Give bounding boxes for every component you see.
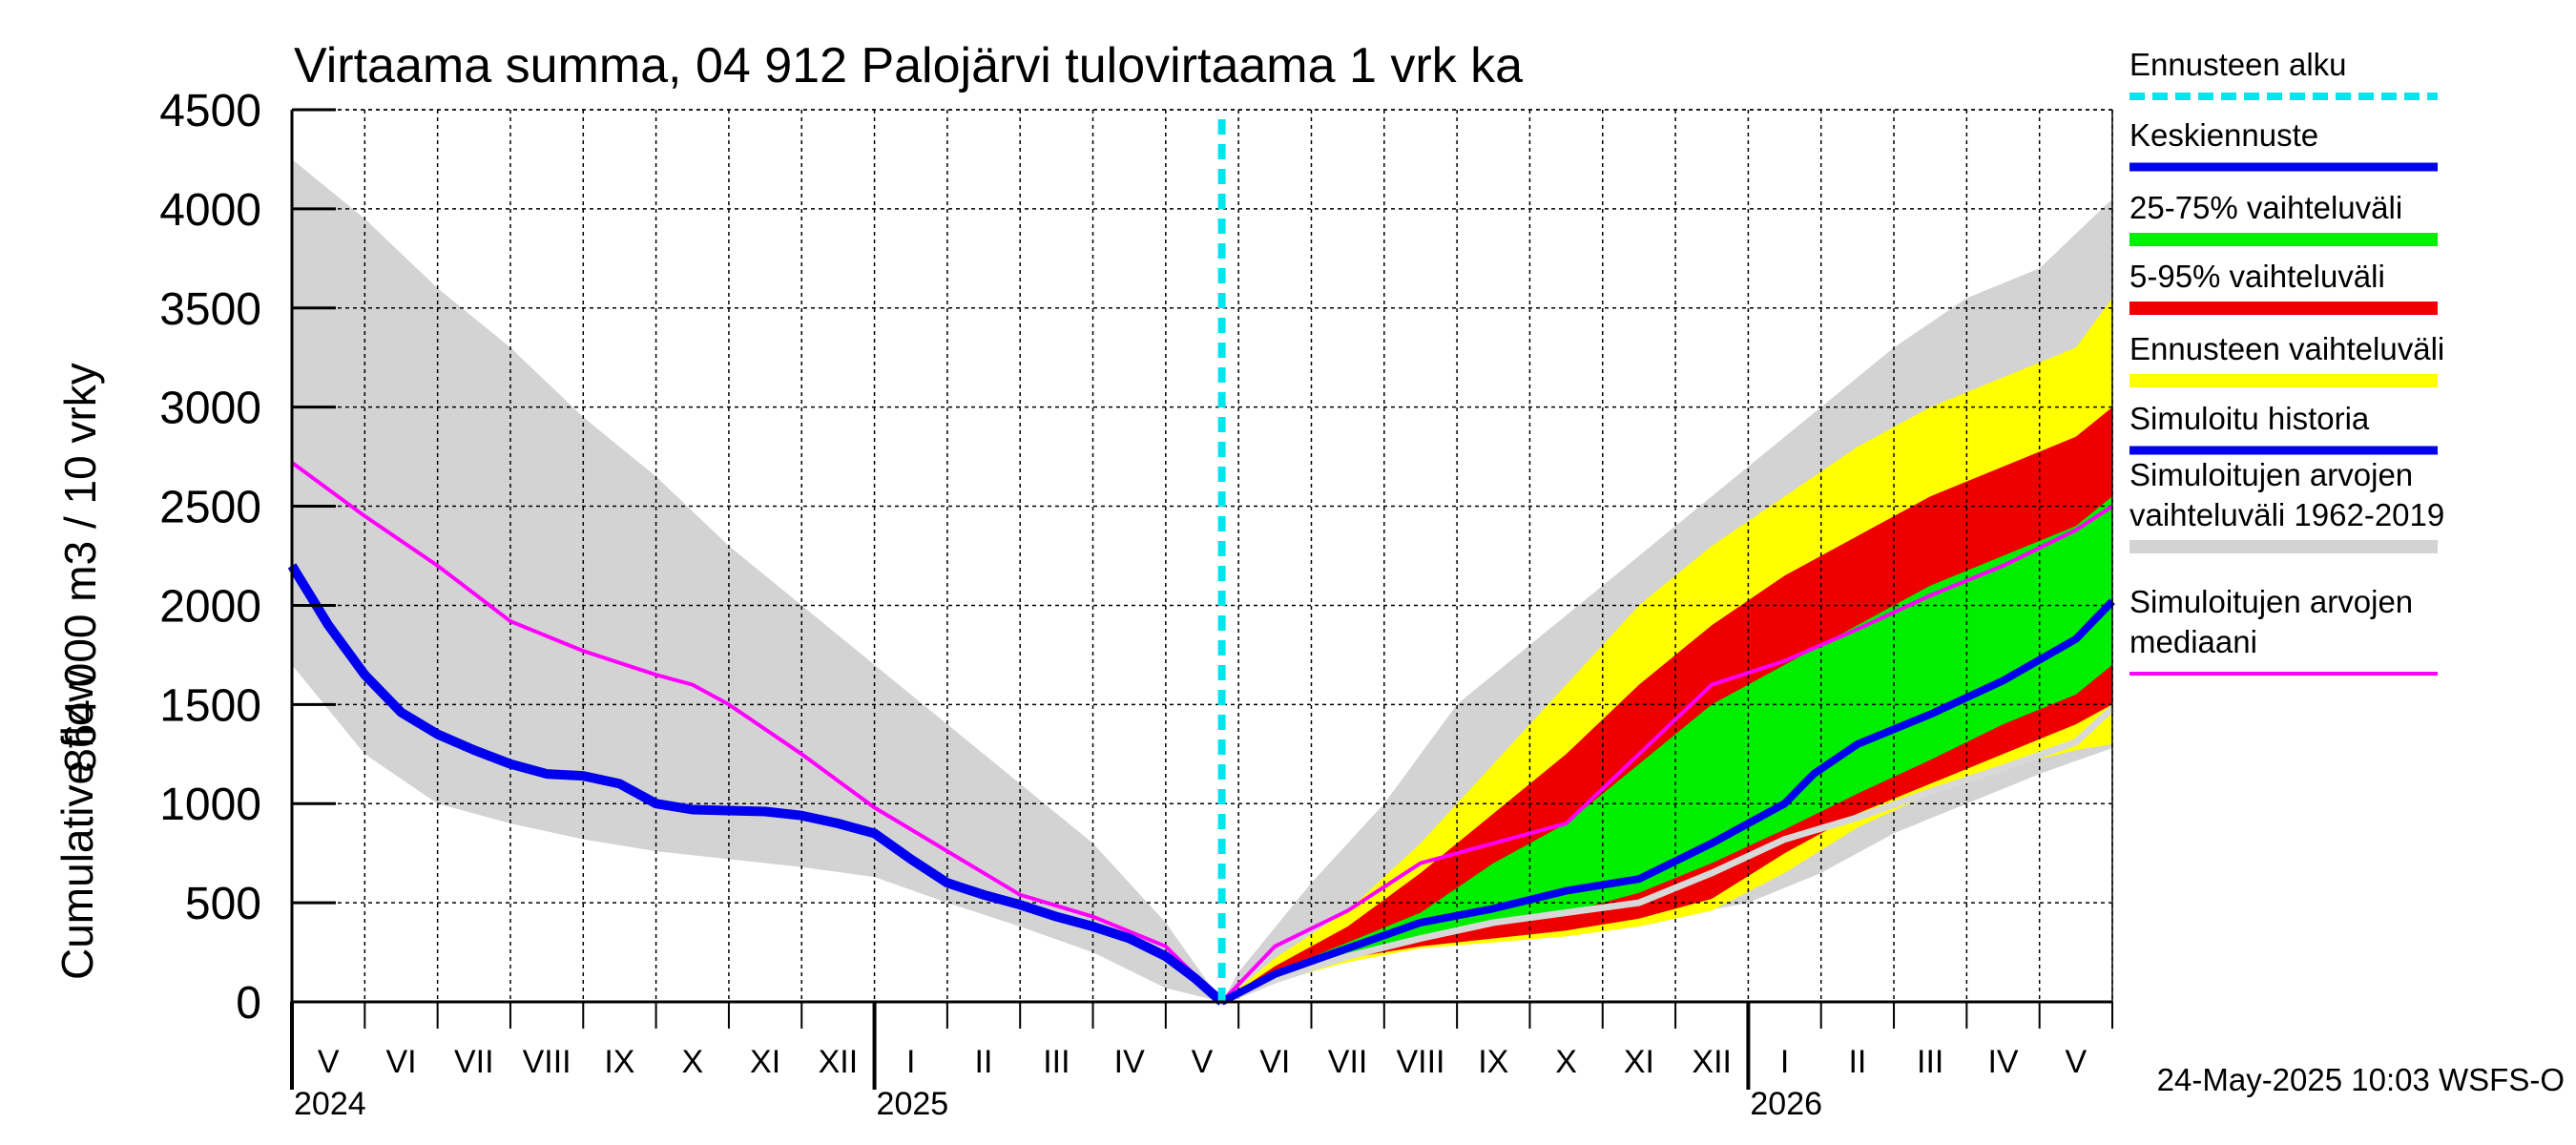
y-tick-label: 1000 — [159, 780, 261, 830]
month-label: I — [906, 1044, 915, 1080]
month-label: IV — [1114, 1044, 1145, 1080]
historical-member-line — [1220, 705, 2115, 1006]
legend-label-mean: Keskiennuste — [2129, 117, 2318, 153]
y-tick-label: 2000 — [159, 581, 261, 632]
y-axis-label-primary: 864 000 m3 / 10 vrky — [55, 363, 105, 773]
y-tick-label: 3000 — [159, 384, 261, 434]
y-tick-label: 2500 — [159, 483, 261, 533]
month-label: VIII — [523, 1044, 571, 1080]
month-label: VII — [1328, 1044, 1368, 1080]
simulated-history-line — [287, 563, 1225, 1006]
legend-label-forecast_range: Ennusteen vaihteluväli — [2129, 331, 2444, 366]
chart-grid — [292, 109, 2113, 1002]
month-label: X — [681, 1044, 703, 1080]
month-label: III — [1043, 1044, 1070, 1080]
month-label: I — [1780, 1044, 1789, 1080]
month-label: IX — [1478, 1044, 1508, 1080]
month-label: VII — [454, 1044, 494, 1080]
month-label: II — [1848, 1044, 1866, 1080]
month-label: XII — [1692, 1044, 1732, 1080]
month-label: VIII — [1396, 1044, 1444, 1080]
chart-title: Virtaama summa, 04 912 Palojärvi tulovir… — [294, 38, 1523, 94]
legend-label-line: Ennusteen vaihteluväli — [2129, 331, 2444, 366]
chart-timestamp: 24-May-2025 10:03 WSFS-O — [2157, 1062, 2565, 1097]
forecast-range-band — [1221, 298, 2112, 1002]
month-label: III — [1917, 1044, 1943, 1080]
month-label: VI — [385, 1044, 416, 1080]
month-label: V — [2065, 1044, 2087, 1080]
month-label: II — [975, 1044, 993, 1080]
legend-label-p5_95: 5-95% vaihteluväli — [2129, 259, 2385, 294]
legend-label-line: Ennusteen alku — [2129, 47, 2347, 82]
y-axis-label-secondary: Cumulative flow — [52, 670, 102, 980]
legend-label-line: Simuloitujen arvojen — [2129, 584, 2413, 619]
year-label: 2025 — [877, 1086, 949, 1122]
mean-forecast-line — [1219, 598, 2115, 1006]
legend-label-hist_range: Simuloitujen arvojen vaihteluväli 1962-20… — [2129, 457, 2444, 532]
month-label: VI — [1259, 1044, 1290, 1080]
month-label: XI — [750, 1044, 780, 1080]
year-label: 2024 — [294, 1086, 366, 1122]
y-tick-label: 0 — [236, 978, 261, 1029]
legend-label-line: Simuloitu historia — [2129, 401, 2370, 436]
y-tick-label: 3500 — [159, 284, 261, 335]
legend-label-line: vaihteluväli 1962-2019 — [2129, 497, 2444, 532]
legend-label-p25_75: 25-75% vaihteluväli — [2129, 190, 2402, 225]
legend-label-line: 5-95% vaihteluväli — [2129, 259, 2385, 294]
y-tick-label: 4500 — [159, 86, 261, 136]
legend-label-simulated: Simuloitu historia — [2129, 401, 2370, 436]
month-label: IX — [604, 1044, 634, 1080]
y-tick-label: 500 — [185, 879, 261, 929]
chart-lines — [287, 119, 2115, 1006]
month-label: XII — [819, 1044, 859, 1080]
year-label: 2026 — [1750, 1086, 1822, 1122]
month-label: XI — [1624, 1044, 1654, 1080]
legend-label-line: Keskiennuste — [2129, 117, 2318, 153]
month-label: V — [318, 1044, 340, 1080]
legend-label-line: Simuloitujen arvojen — [2129, 457, 2413, 492]
legend-label-line: mediaani — [2129, 624, 2257, 659]
y-tick-label: 1500 — [159, 680, 261, 731]
legend-label-hist_median: Simuloitujen arvojen mediaani — [2129, 584, 2413, 659]
month-label: V — [1192, 1044, 1214, 1080]
p25-75-band — [1221, 496, 2112, 1002]
chart-legend: Ennusteen alku Keskiennuste 25-75% vaihtel… — [2129, 47, 2444, 676]
month-label: IV — [1987, 1044, 2018, 1080]
month-label: X — [1555, 1044, 1577, 1080]
legend-label-forecast_start: Ennusteen alku — [2129, 47, 2347, 82]
y-tick-label: 4000 — [159, 185, 261, 236]
legend-label-line: 25-75% vaihteluväli — [2129, 190, 2402, 225]
